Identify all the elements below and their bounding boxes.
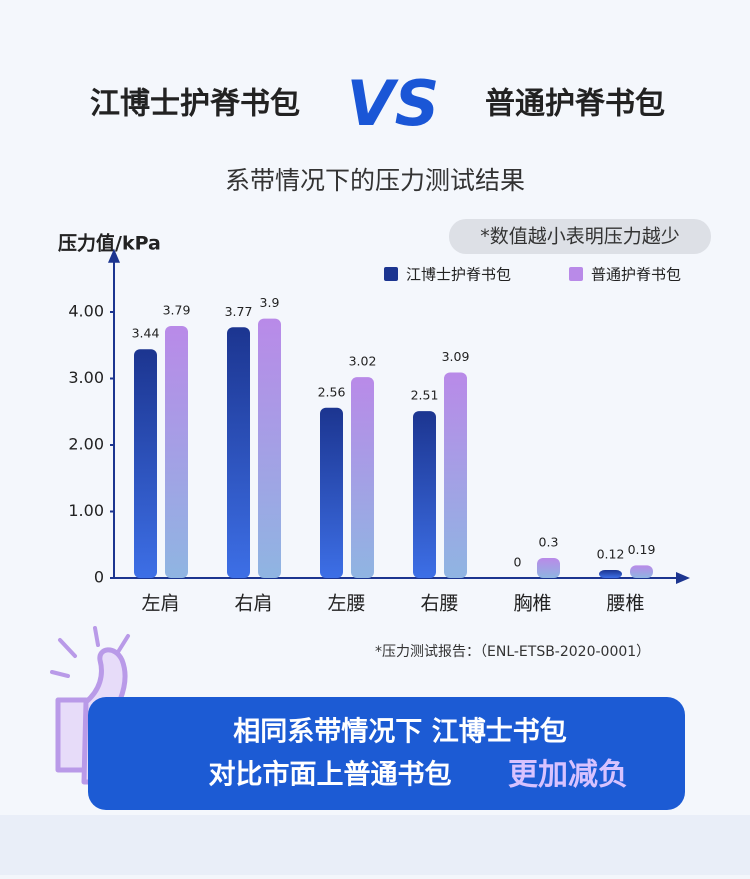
bar [630,565,653,578]
value-label: 3.02 [349,354,377,369]
bar [351,377,374,578]
value-label: 3.09 [442,349,470,364]
y-tick-label: 0 [94,568,104,587]
bar [165,325,188,578]
value-label: 2.51 [411,388,439,403]
x-tick-label: 左腰 [327,593,365,615]
banner-line1: 相同系带情况下 江博士书包 [233,716,566,748]
subtitle: 系带情况下的压力测试结果 [225,166,525,195]
legend-label: 普通护脊书包 [591,266,681,284]
y-axis-label: 压力值/kPa [58,232,161,255]
y-axis-arrow [108,248,120,263]
note-pill [449,219,711,254]
x-axis-arrow [676,572,690,584]
spark-lines [50,626,130,678]
banner-highlight: 更加减负 [508,758,628,793]
y-tick-label: 1.00 [68,501,104,520]
value-label: 3.44 [132,326,160,341]
x-tick-label: 胸椎 [513,593,551,615]
legend-swatch [384,267,398,281]
value-label: 0.12 [597,547,625,562]
bar [537,558,560,578]
legend-label: 江博士护脊书包 [406,266,511,284]
bar [413,411,436,578]
footnote: *压力测试报告：（ENL-ETSB-2020-0001） [375,644,650,660]
y-tick-label: 3.00 [68,368,104,387]
bar [444,372,467,578]
bar [599,570,622,578]
bar [227,327,250,578]
y-tick-label: 4.00 [68,302,104,321]
bar [320,407,343,578]
bar [258,318,281,578]
legend-swatch [569,267,583,281]
banner-line2: 对比市面上普通书包 [209,759,452,791]
x-tick-label: 右肩 [234,593,272,615]
x-tick-label: 腰椎 [606,593,644,615]
value-label: 3.9 [260,295,280,310]
value-label: 0.19 [628,542,656,557]
y-tick-label: 2.00 [68,435,104,454]
value-label: 0.3 [539,535,559,550]
note: *数值越小表明压力越少 [480,226,680,248]
value-label: 3.77 [225,304,253,319]
vs-mark: VS [347,67,440,140]
banner [88,697,685,810]
footer-band [0,815,750,875]
x-tick-label: 左肩 [141,593,179,615]
header-right: 普通护脊书包 [485,87,665,122]
x-tick-label: 右腰 [420,593,458,615]
value-label: 0 [514,555,522,570]
value-label: 2.56 [318,384,346,399]
header-left: 江博士护脊书包 [90,87,300,122]
value-label: 3.79 [163,302,191,317]
bar [134,349,157,578]
